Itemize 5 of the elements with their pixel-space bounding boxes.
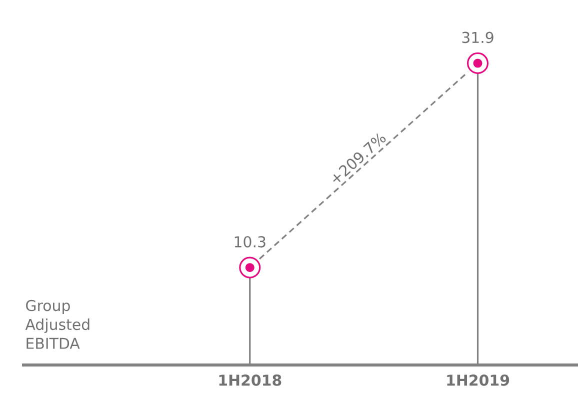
y-axis-title: Group Adjusted EBITDA	[25, 300, 90, 349]
data-label: 31.9	[462, 32, 494, 44]
x-tick-label: 1H2019	[447, 374, 510, 386]
data-label: 10.3	[234, 236, 266, 248]
x-tick-label: 1H2018	[219, 374, 282, 386]
